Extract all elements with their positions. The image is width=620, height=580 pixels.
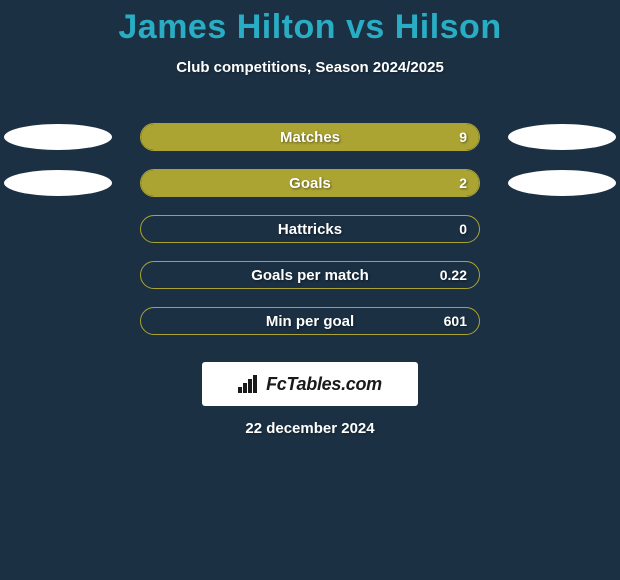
stat-row: Goals 2	[0, 160, 620, 206]
stat-row: Min per goal 601	[0, 298, 620, 344]
player-left-marker	[4, 124, 112, 150]
stat-row: Goals per match 0.22	[0, 252, 620, 298]
stats-section: Matches 9 Goals 2 Hattricks 0 Goals per match 0…	[0, 114, 620, 344]
stat-bar-track: Goals 2	[140, 169, 480, 197]
stat-label: Goals	[289, 175, 331, 192]
stat-label: Matches	[280, 129, 340, 146]
page-subtitle: Club competitions, Season 2024/2025	[0, 59, 620, 76]
stat-bar-track: Goals per match 0.22	[140, 261, 480, 289]
stat-label: Min per goal	[266, 313, 354, 330]
site-badge-text: FcTables.com	[266, 374, 382, 395]
stat-value: 601	[444, 313, 467, 329]
stat-value: 0	[459, 221, 467, 237]
stat-label: Goals per match	[251, 267, 369, 284]
stat-bar-track: Min per goal 601	[140, 307, 480, 335]
player-right-marker	[508, 124, 616, 150]
stat-row: Hattricks 0	[0, 206, 620, 252]
player-right-marker	[508, 170, 616, 196]
stat-value: 2	[459, 175, 467, 191]
stat-value: 0.22	[440, 267, 467, 283]
stat-value: 9	[459, 129, 467, 145]
stat-bar-track: Hattricks 0	[140, 215, 480, 243]
stat-label: Hattricks	[278, 221, 342, 238]
stat-bar-track: Matches 9	[140, 123, 480, 151]
date-text: 22 december 2024	[0, 420, 620, 437]
bars-icon	[238, 375, 260, 393]
player-left-marker	[4, 170, 112, 196]
stat-row: Matches 9	[0, 114, 620, 160]
page-title: James Hilton vs Hilson	[0, 0, 620, 47]
site-badge[interactable]: FcTables.com	[202, 362, 418, 406]
